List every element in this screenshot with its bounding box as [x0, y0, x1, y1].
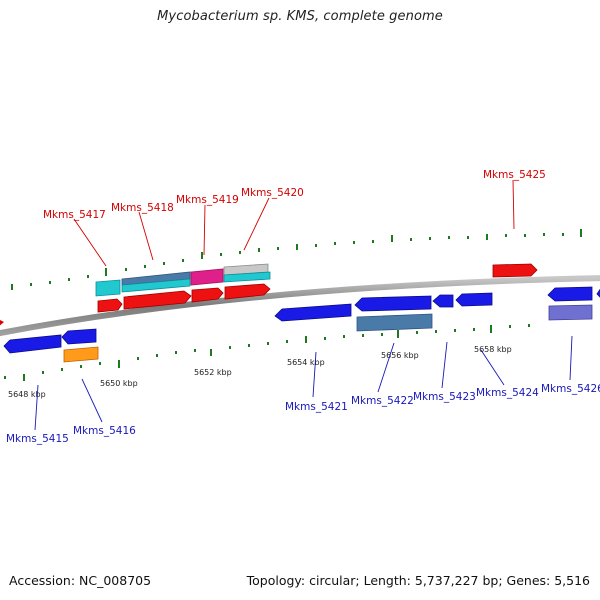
gene-arrow[interactable] — [547, 286, 593, 302]
feature-block[interactable] — [121, 278, 191, 293]
topology-text: Topology: circular; Length: 5,737,227 bp… — [246, 573, 590, 588]
gene-arrow[interactable] — [274, 303, 352, 322]
map-title: Mycobacterium sp. KMS, complete genome — [157, 9, 443, 24]
gene-arrow[interactable] — [0, 319, 4, 327]
gene-label[interactable]: Mkms_5425 — [483, 169, 546, 181]
scale-label: 5650 kbp — [100, 379, 138, 388]
feature-block[interactable] — [356, 313, 433, 332]
genome-backbone — [0, 275, 600, 337]
gene-label[interactable]: Mkms_5420 — [241, 187, 304, 199]
gene-label[interactable]: Mkms_5418 — [111, 202, 174, 214]
accession-text: Accession: NC_008705 — [9, 573, 152, 588]
gene-arrow[interactable] — [432, 294, 454, 308]
gene-label[interactable]: Mkms_5422 — [351, 395, 414, 407]
gene-label[interactable]: Mkms_5416 — [73, 425, 136, 437]
gene-label[interactable]: Mkms_5419 — [176, 194, 239, 206]
scale-label: 5656 kbp — [381, 351, 419, 360]
feature-block[interactable] — [223, 271, 271, 283]
gene-label[interactable]: Mkms_5421 — [285, 401, 348, 413]
scale-labels: 5648 kbp 5650 kbp 5652 kbp 5654 kbp 5656… — [8, 345, 512, 399]
gene-arrow[interactable] — [97, 298, 123, 313]
feature-block[interactable] — [63, 346, 99, 363]
gene-arrow[interactable] — [354, 295, 432, 312]
gene-arrow[interactable] — [3, 334, 62, 354]
feature-track-upper — [95, 263, 271, 297]
forward-gene-labels: Mkms_5417 Mkms_5418 Mkms_5419 Mkms_5420 … — [43, 169, 546, 221]
reverse-strand-genes — [3, 286, 600, 354]
feature-track-lower — [63, 304, 593, 363]
gene-arrow[interactable] — [123, 290, 192, 310]
gene-label[interactable]: Mkms_5424 — [476, 387, 539, 399]
gene-arrow[interactable] — [455, 292, 493, 307]
scale-label: 5652 kbp — [194, 368, 232, 377]
forward-strand-genes — [0, 263, 538, 327]
gene-label[interactable]: Mkms_5417 — [43, 209, 106, 221]
leader-lines-reverse — [34, 335, 573, 431]
gc-track-inner — [4, 324, 530, 381]
gene-label[interactable]: Mkms_5415 — [6, 433, 69, 445]
scale-label: 5654 kbp — [287, 358, 325, 367]
leader-lines-forward — [73, 179, 515, 267]
gene-arrow[interactable] — [61, 328, 97, 345]
scale-label: 5658 kbp — [474, 345, 512, 354]
feature-block[interactable] — [190, 268, 224, 286]
reverse-gene-labels: Mkms_5415 Mkms_5416 Mkms_5421 Mkms_5422 … — [6, 383, 600, 445]
gene-arrow[interactable] — [492, 263, 538, 278]
feature-block[interactable] — [95, 279, 121, 297]
gene-arrow[interactable] — [224, 283, 271, 300]
gene-label[interactable]: Mkms_5423 — [413, 391, 476, 403]
feature-block[interactable] — [548, 304, 593, 321]
gene-label[interactable]: Mkms_5426 — [541, 383, 600, 395]
scale-label: 5648 kbp — [8, 390, 46, 399]
gene-arrow[interactable] — [191, 287, 224, 303]
gc-track-outer — [11, 229, 582, 290]
